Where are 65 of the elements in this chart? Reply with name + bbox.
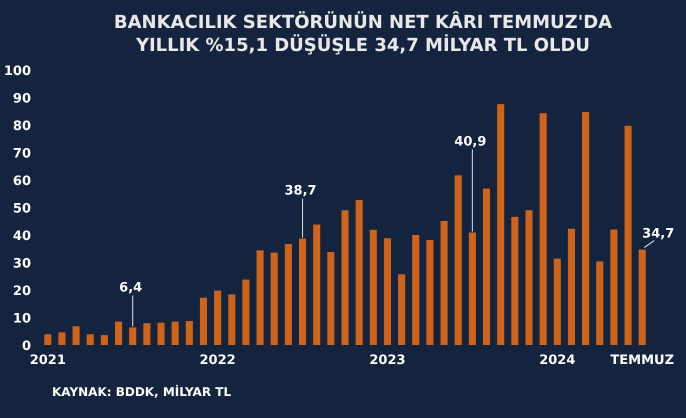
bar [200, 298, 208, 345]
y-tick-label: 60 [12, 174, 31, 189]
bar [568, 228, 575, 345]
y-tick-label: 10 [12, 312, 31, 326]
bar [44, 334, 52, 345]
bar [270, 252, 278, 345]
bar [58, 332, 66, 345]
bar [624, 126, 632, 345]
y-tick-label: 70 [12, 146, 31, 162]
bar [172, 322, 179, 345]
bar [129, 327, 136, 345]
bar [384, 238, 391, 345]
bar [525, 210, 533, 345]
y-tick-label: 50 [12, 202, 31, 216]
x-tick-label: TEMMUZ [610, 353, 674, 368]
bar [143, 323, 150, 345]
bar [356, 200, 363, 345]
bar [72, 326, 80, 345]
bar [100, 335, 108, 345]
y-tick-label: 100 [4, 64, 31, 79]
bar [115, 322, 122, 345]
bar [242, 280, 250, 345]
data-label: 6,4 [119, 280, 142, 296]
y-tick-label: 20 [12, 284, 31, 299]
bar [284, 244, 292, 345]
y-tick-label: 0 [22, 339, 31, 354]
bar [440, 220, 448, 345]
bar [214, 290, 222, 345]
bar [186, 321, 193, 345]
bar [327, 252, 334, 345]
y-tick-label: 40 [12, 229, 31, 244]
bar [638, 250, 646, 345]
data-label: 40,9 [454, 134, 486, 150]
bar [256, 250, 264, 345]
bar [299, 238, 306, 345]
x-tick-label: 2022 [200, 353, 236, 368]
y-tick-label: 30 [12, 256, 31, 272]
bar [610, 230, 618, 345]
bar [426, 240, 434, 345]
bar [313, 224, 320, 345]
bar [554, 258, 561, 345]
x-tick-label: 2023 [369, 353, 406, 368]
bar [582, 112, 590, 345]
data-label: 34,7 [642, 226, 674, 242]
bar [468, 232, 476, 345]
text: KAYNAK: BDDK, MİLYAR TL [52, 384, 232, 399]
bar [540, 113, 547, 345]
bar [86, 334, 94, 345]
y-tick-label: 80 [12, 119, 31, 134]
y-tick-label: 90 [12, 92, 31, 106]
bar [157, 322, 165, 345]
bar [454, 175, 462, 345]
bar [228, 294, 236, 345]
x-tick-label: 2024 [539, 353, 576, 368]
bar [370, 230, 377, 345]
bar [341, 210, 349, 345]
bar [497, 104, 504, 345]
bar [596, 261, 604, 345]
bar [482, 188, 490, 345]
bar [412, 235, 420, 345]
data-label: 38,7 [284, 184, 317, 199]
x-tick-label: 2021 [30, 353, 66, 368]
chart-title: BANKACILIK SEKTÖRÜNÜN NET KÂRI TEMMUZ'DA YILLIK %15,1 DÜŞÜŞLE 34,7 MİLYAR TL OLDU [114, 11, 612, 56]
bar [511, 216, 518, 345]
bar [398, 274, 406, 345]
